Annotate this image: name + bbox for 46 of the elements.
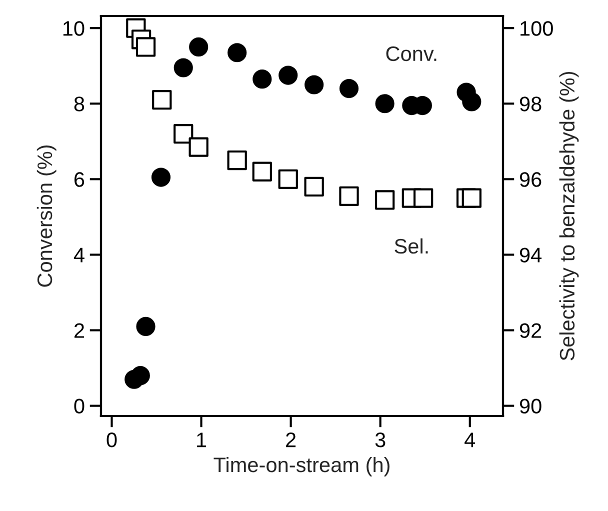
y-tick-label: 6 xyxy=(74,172,84,187)
point xyxy=(413,188,434,208)
point xyxy=(304,75,324,94)
point xyxy=(151,168,171,187)
x-axis-title: Time-on-stream (h) xyxy=(214,456,390,476)
series-label: Sel. xyxy=(394,238,428,254)
point xyxy=(462,188,482,208)
point xyxy=(189,37,208,57)
x-tick-label: 2 xyxy=(286,432,296,448)
point xyxy=(278,169,298,189)
y2-tick-label: 100 xyxy=(520,21,553,36)
y2-tick-label: 92 xyxy=(520,323,542,338)
y2-tick-label: 96 xyxy=(520,172,542,187)
y-tick-label: 0 xyxy=(74,398,84,414)
point xyxy=(252,70,272,89)
y-tick-label: 8 xyxy=(74,96,84,112)
x-tick-label: 4 xyxy=(464,432,476,448)
y2-axis-title: Selectivity to benzaldehyde (%) xyxy=(559,72,579,360)
point xyxy=(252,162,272,182)
y-tick-label: 4 xyxy=(74,248,84,262)
x-tick-label: 1 xyxy=(197,432,206,448)
series-label: Conv. xyxy=(386,46,436,62)
point xyxy=(136,37,156,57)
point xyxy=(188,137,208,157)
point xyxy=(174,58,193,78)
x-tick-label: 0 xyxy=(106,432,117,448)
point xyxy=(228,43,247,62)
point xyxy=(174,124,194,144)
y-tick-label: 2 xyxy=(74,323,84,338)
point xyxy=(375,94,394,114)
point xyxy=(339,186,359,206)
point xyxy=(136,316,156,336)
point xyxy=(152,90,172,110)
y2-tick-label: 98 xyxy=(520,96,542,112)
y-axis-title: Conversion (%) xyxy=(36,146,56,287)
point xyxy=(339,78,359,98)
y2-tick-label: 94 xyxy=(520,248,542,262)
point xyxy=(374,190,395,210)
point xyxy=(130,366,150,386)
point xyxy=(462,92,482,112)
y-tick-label: 10 xyxy=(63,21,84,36)
y2-tick-label: 90 xyxy=(520,398,542,414)
point xyxy=(304,176,324,197)
point xyxy=(278,66,298,85)
x-tick-label: 3 xyxy=(375,432,386,448)
point xyxy=(227,150,247,170)
